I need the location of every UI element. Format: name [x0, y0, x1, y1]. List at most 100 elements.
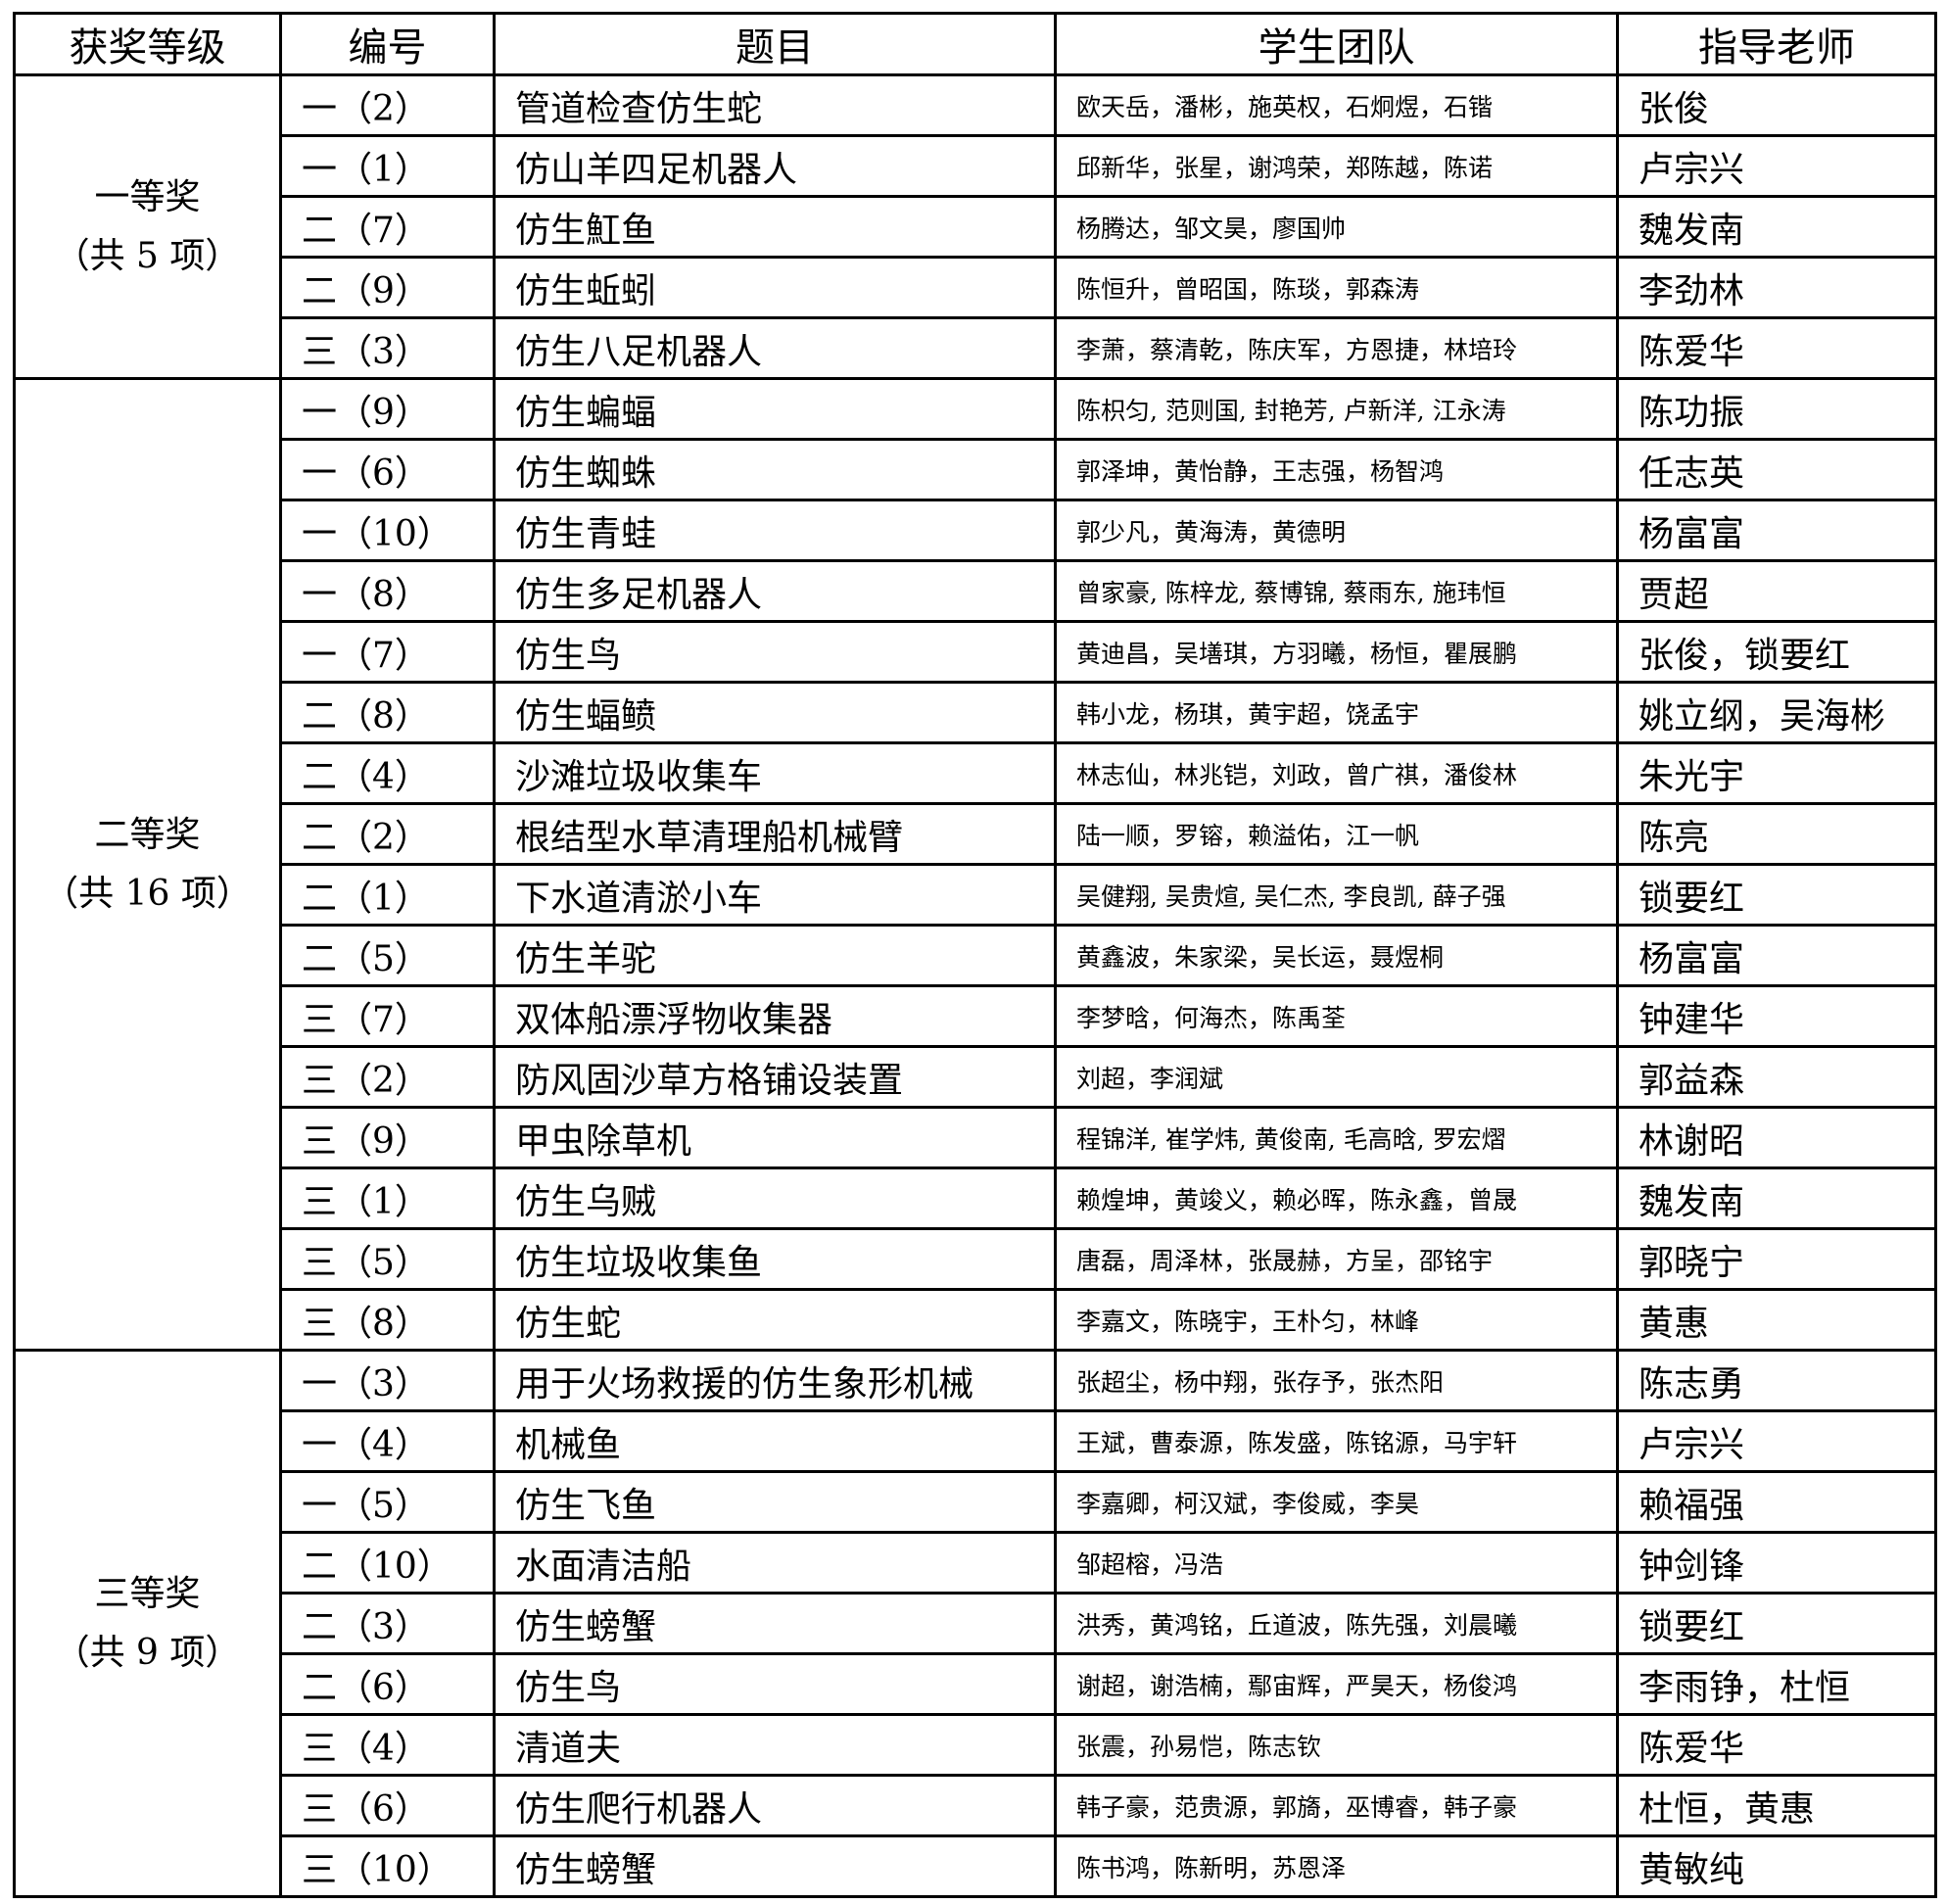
table-row: 一（10） 仿生青蛙 郭少凡，黄海涛，黄德明 杨富富 [15, 499, 1937, 562]
project-code: 一（4） [279, 1409, 496, 1473]
table-row: 三（8） 仿生蛇 李嘉文，陈晓宇，王朴匀，林峰 黄惠 [15, 1288, 1937, 1352]
header-award-level: 获奖等级 [13, 12, 282, 76]
student-team: 黄迪昌，吴墡琪，方羽曦，杨恒，瞿展鹏 [1054, 620, 1619, 684]
project-title: 仿生多足机器人 [493, 559, 1057, 623]
student-team: 李嘉文，陈晓宇，王朴匀，林峰 [1054, 1288, 1619, 1352]
award-level: 三等奖 [94, 1573, 201, 1614]
project-code: 二（4） [279, 741, 496, 805]
table-row: 三等奖 （共 9 项） 一（3） 用于火场救援的仿生象形机械 张超尘，杨中翔，张存予，张… [13, 1349, 1937, 1898]
table-row: 一（4） 机械鱼 王斌，曹泰源，陈发盛，陈铭源，马宇轩 卢宗兴 [15, 1409, 1937, 1473]
advisor: 陈功振 [1616, 377, 1937, 441]
student-team: 唐磊，周泽林，张晟赫，方呈，邵铭宇 [1054, 1227, 1619, 1291]
advisor: 李劲林 [1616, 256, 1937, 319]
table-row: 二（8） 仿生蝠鲼 韩小龙，杨琪，黄宇超，饶孟宇 姚立纲，吴海彬 [15, 681, 1937, 744]
student-team: 韩子豪，范贵源，郭旖，巫博睿，韩子豪 [1054, 1774, 1619, 1837]
advisor: 杨富富 [1616, 499, 1937, 562]
project-code: 三（3） [279, 316, 496, 380]
project-code: 三（10） [279, 1834, 496, 1898]
student-team: 刘超，李润斌 [1054, 1045, 1619, 1109]
header-title: 题目 [493, 12, 1057, 76]
project-title: 用于火场救援的仿生象形机械 [493, 1349, 1057, 1412]
advisor: 卢宗兴 [1616, 134, 1937, 198]
table-row: 二（5） 仿生羊驼 黄鑫波，朱家梁，吴长运，聂煜桐 杨富富 [15, 924, 1937, 987]
project-title: 仿生螃蟹 [493, 1834, 1057, 1898]
project-title: 仿生蝠鲼 [493, 681, 1057, 744]
advisor: 林谢昭 [1616, 1106, 1937, 1169]
project-title: 仿生羊驼 [493, 924, 1057, 987]
student-team: 陆一顺，罗镕，赖溢佑，江一帆 [1054, 802, 1619, 866]
table-row: 三（9） 甲虫除草机 程锦洋, 崔学炜, 黄俊南, 毛高晗, 罗宏熠 林谢昭 [15, 1106, 1937, 1169]
project-code: 三（8） [279, 1288, 496, 1352]
award-level-cell: 一等奖 （共 5 项） [13, 73, 282, 380]
project-title: 仿生魟鱼 [493, 195, 1057, 259]
project-code: 一（2） [279, 73, 496, 137]
project-code: 一（3） [279, 1349, 496, 1412]
project-title: 根结型水草清理船机械臂 [493, 802, 1057, 866]
student-team: 曾家豪, 陈梓龙, 蔡博锦, 蔡雨东, 施玮恒 [1054, 559, 1619, 623]
project-title: 管道检查仿生蛇 [493, 73, 1057, 137]
table-row: 三（1） 仿生乌贼 赖煌坤，黄竣义，赖必晖，陈永鑫，曾晟 魏发南 [15, 1166, 1937, 1230]
advisor: 杨富富 [1616, 924, 1937, 987]
project-title: 双体船漂浮物收集器 [493, 984, 1057, 1048]
student-team: 谢超，谢浩楠，鄢宙辉，严昊天，杨俊鸿 [1054, 1652, 1619, 1716]
project-title: 机械鱼 [493, 1409, 1057, 1473]
table-row: 一（5） 仿生飞鱼 李嘉卿，柯汉斌，李俊威，李昊 赖福强 [15, 1470, 1937, 1534]
student-team: 陈书鸿，陈新明，苏恩泽 [1054, 1834, 1619, 1898]
advisor: 朱光宇 [1616, 741, 1937, 805]
header-code: 编号 [279, 12, 496, 76]
project-code: 二（8） [279, 681, 496, 744]
project-code: 二（7） [279, 195, 496, 259]
student-team: 赖煌坤，黄竣义，赖必晖，陈永鑫，曾晟 [1054, 1166, 1619, 1230]
advisor: 黄敏纯 [1616, 1834, 1937, 1898]
project-code: 一（5） [279, 1470, 496, 1534]
award-count: （共 5 项） [54, 235, 241, 276]
student-team: 郭少凡，黄海涛，黄德明 [1054, 499, 1619, 562]
table-row: 二（1） 下水道清淤小车 吴健翔, 吴贵煊, 吴仁杰, 李良凯, 薛子强 锁要红 [15, 863, 1937, 927]
project-code: 三（6） [279, 1774, 496, 1837]
table-row: 一（6） 仿生蜘蛛 郭泽坤，黄怡静，王志强，杨智鸿 任志英 [15, 438, 1937, 501]
table-row: 二（4） 沙滩垃圾收集车 林志仙，林兆铠，刘政，曾广祺，潘俊林 朱光宇 [15, 741, 1937, 805]
project-code: 三（4） [279, 1713, 496, 1777]
student-team: 邹超榕，冯浩 [1054, 1531, 1619, 1595]
student-team: 王斌，曹泰源，陈发盛，陈铭源，马宇轩 [1054, 1409, 1619, 1473]
project-code: 三（2） [279, 1045, 496, 1109]
advisor: 贾超 [1616, 559, 1937, 623]
project-code: 一（9） [279, 377, 496, 441]
table-row: 二（3） 仿生螃蟹 洪秀，黄鸿铭，丘道波，陈先强，刘晨曦 锁要红 [15, 1592, 1937, 1655]
award-level: 二等奖 [94, 814, 201, 855]
table-row: 二（10） 水面清洁船 邹超榕，冯浩 钟剑锋 [15, 1531, 1937, 1595]
student-team: 欧天岳，潘彬，施英权，石炯煜，石锴 [1054, 73, 1619, 137]
project-title: 仿生爬行机器人 [493, 1774, 1057, 1837]
advisor: 姚立纲，吴海彬 [1616, 681, 1937, 744]
table-row: 三（7） 双体船漂浮物收集器 李梦晗，何海杰，陈禹荃 钟建华 [15, 984, 1937, 1048]
table-row: 三（2） 防风固沙草方格铺设装置 刘超，李润斌 郭益森 [15, 1045, 1937, 1109]
advisor: 郭晓宁 [1616, 1227, 1937, 1291]
table-row: 二（7） 仿生魟鱼 杨腾达，邹文昊，廖国帅 魏发南 [15, 195, 1937, 259]
table-row: 一（7） 仿生鸟 黄迪昌，吴墡琪，方羽曦，杨恒，瞿展鹏 张俊，锁要红 [15, 620, 1937, 684]
project-title: 沙滩垃圾收集车 [493, 741, 1057, 805]
project-title: 仿生蚯蚓 [493, 256, 1057, 319]
table-row: 一（8） 仿生多足机器人 曾家豪, 陈梓龙, 蔡博锦, 蔡雨东, 施玮恒 贾超 [15, 559, 1937, 623]
project-code: 二（9） [279, 256, 496, 319]
advisor: 郭益森 [1616, 1045, 1937, 1109]
project-title: 仿生飞鱼 [493, 1470, 1057, 1534]
project-code: 一（6） [279, 438, 496, 501]
header-row: 获奖等级 编号 题目 学生团队 指导老师 [13, 12, 1937, 76]
project-title: 仿山羊四足机器人 [493, 134, 1057, 198]
table-row: 三（4） 清道夫 张震，孙易恺，陈志钦 陈爱华 [15, 1713, 1937, 1777]
project-code: 二（3） [279, 1592, 496, 1655]
table-row: 一（1） 仿山羊四足机器人 邱新华，张星，谢鸿荣，郑陈越，陈诺 卢宗兴 [15, 134, 1937, 198]
student-team: 杨腾达，邹文昊，廖国帅 [1054, 195, 1619, 259]
award-level-cell: 二等奖 （共 16 项） [13, 377, 282, 1352]
student-team: 张震，孙易恺，陈志钦 [1054, 1713, 1619, 1777]
advisor: 魏发南 [1616, 1166, 1937, 1230]
project-code: 三（1） [279, 1166, 496, 1230]
project-title: 仿生蛇 [493, 1288, 1057, 1352]
project-code: 一（7） [279, 620, 496, 684]
advisor: 陈亮 [1616, 802, 1937, 866]
advisor: 赖福强 [1616, 1470, 1937, 1534]
student-team: 林志仙，林兆铠，刘政，曾广祺，潘俊林 [1054, 741, 1619, 805]
advisor: 张俊 [1616, 73, 1937, 137]
award-count: （共 16 项） [43, 873, 252, 914]
advisor: 陈爱华 [1616, 1713, 1937, 1777]
